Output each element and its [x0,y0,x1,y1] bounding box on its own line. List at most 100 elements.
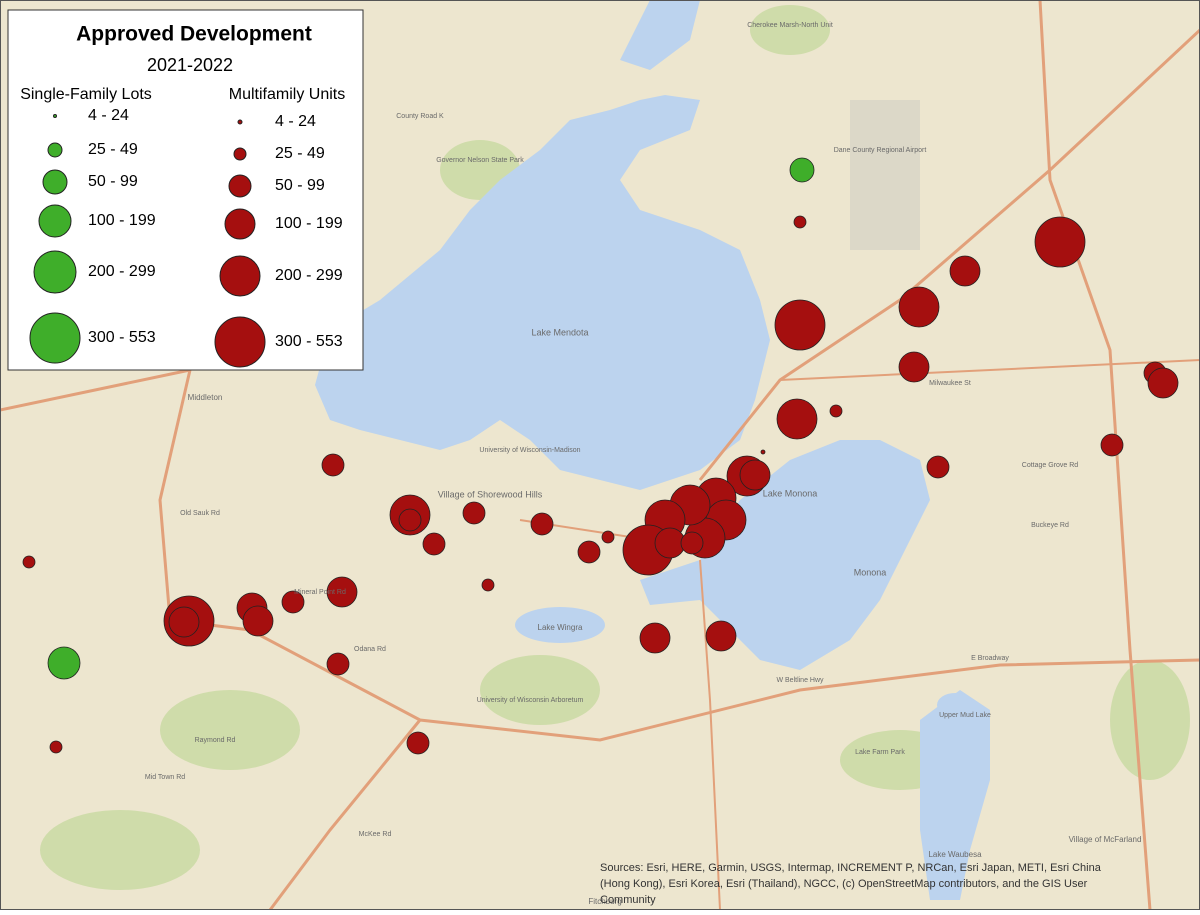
map-label: Lake Mendota [531,327,588,337]
multifamily-site [829,404,843,418]
legend-label: 300 - 553 [88,329,156,346]
multifamily-site [398,508,422,532]
multifamily-site [774,299,826,351]
map-label: County Road K [396,113,444,120]
multifamily-site [481,578,495,592]
multifamily-site [898,351,930,383]
multifamily-site [281,590,305,614]
legend-symbol [33,250,77,294]
multifamily-site [242,605,274,637]
legend-label: 200 - 299 [88,263,156,280]
attribution-line: Sources: Esri, HERE, Garmin, USGS, Inter… [600,862,1102,874]
legend-label: 4 - 24 [275,113,316,130]
single-family-site [47,646,81,680]
legend-symbol [228,174,252,198]
multifamily-site [326,652,350,676]
map-label: Mineral Point Rd [294,589,346,596]
map-label: Monona [854,567,887,577]
attribution-line: (Hong Kong), Esri Korea, Esri (Thailand)… [600,878,1088,890]
multifamily-site [680,531,704,555]
map-label: Buckeye Rd [1031,522,1069,529]
attribution-line: Community [600,894,656,906]
map-label: W Beltline Hwy [776,677,824,684]
map-label: Cottage Grove Rd [1022,462,1079,469]
map-label: Lake Waubesa [928,850,982,859]
multifamily-site [1100,433,1124,457]
map-label: Upper Mud Lake [939,712,991,719]
map-label: Old Sauk Rd [180,510,220,517]
multifamily-site [462,501,486,525]
multifamily-site [776,398,818,440]
map-label: University of Wisconsin Arboretum [477,697,584,704]
legend-symbol [233,147,247,161]
map-label: McKee Rd [359,831,392,838]
legend-label: 4 - 24 [88,107,129,124]
multifamily-site [1034,216,1086,268]
map-label: E Broadway [971,655,1009,662]
multifamily-site [793,215,807,229]
legend-label: 100 - 199 [275,215,343,232]
map-label: Odana Rd [354,646,386,653]
legend-symbol [224,208,256,240]
map-label: Cherokee Marsh-North Unit [747,22,833,29]
multifamily-site [49,740,63,754]
legend-symbol [214,316,266,368]
legend-symbol [38,204,72,238]
map-label: Governor Nelson State Park [436,157,524,164]
development-symbols [22,157,1179,755]
multifamily-site [898,286,940,328]
legend-symbol [219,255,261,297]
legend-title: Approved Development [76,23,312,46]
multifamily-site [639,622,671,654]
legend-label: 50 - 99 [88,173,138,190]
multifamily-site [326,576,358,608]
map-label: Middleton [188,393,223,402]
multifamily-site [601,530,615,544]
multifamily-site [705,620,737,652]
map-label: Village of Shorewood Hills [438,489,543,499]
multifamily-site [654,527,686,559]
map-labels: Lake Mendota Lake Monona Lake Wingra Middle… [145,22,1142,906]
multifamily-site [739,459,771,491]
legend-label: 50 - 99 [275,177,325,194]
legend-symbol [42,169,68,195]
parks [40,5,1190,890]
legend-symbol [237,119,243,125]
legend-label: 25 - 49 [275,145,325,162]
legend-label: 200 - 299 [275,267,343,284]
legend-heading: Multifamily Units [229,86,345,103]
multifamily-site [321,453,345,477]
legend-items: 4 - 24 25 - 49 50 - 99 100 - 199 200 - 299 30… [29,107,343,368]
multifamily-site [168,606,200,638]
map-label: Mid Town Rd [145,774,185,781]
multifamily-site [422,532,446,556]
legend-symbol [29,312,81,364]
map-label: Lake Farm Park [855,749,905,756]
attribution: Sources: Esri, HERE, Garmin, USGS, Inter… [600,862,1102,906]
legend-label: 100 - 199 [88,212,156,229]
legend-label: 25 - 49 [88,141,138,158]
multifamily-site [926,455,950,479]
map-label: University of Wisconsin-Madison [479,447,580,454]
multifamily-site [406,731,430,755]
legend: Approved Development 2021-2022 Single-Fa… [7,9,364,371]
multifamily-site [577,540,601,564]
lakes [315,0,990,900]
map-label: Milwaukee St [929,380,971,387]
map-label: Dane County Regional Airport [834,147,927,154]
legend-heading: Single-Family Lots [20,86,152,103]
multifamily-site [949,255,981,287]
map-label: Village of McFarland [1069,835,1142,844]
multifamily-site [1147,367,1179,399]
legend-box [7,9,364,371]
single-family-site [789,157,815,183]
map-label: Fitchburg [588,897,621,906]
legend-symbol [47,142,63,158]
legend-label: 300 - 553 [275,333,343,350]
map-label: Lake Wingra [538,623,583,632]
legend-subtitle: 2021-2022 [147,55,233,75]
map-label: Lake Monona [763,488,818,498]
legend-symbol [53,114,57,118]
